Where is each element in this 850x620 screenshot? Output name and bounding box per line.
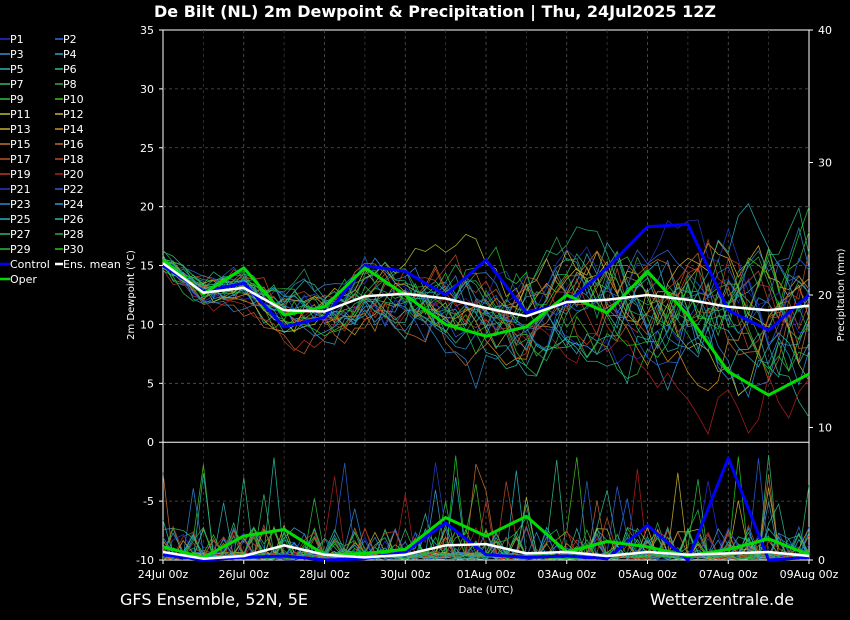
legend-label: P7 (10, 78, 24, 91)
legend-label: P15 (10, 138, 31, 151)
highlighted-series (162, 222, 810, 562)
legend-label: P19 (10, 168, 31, 181)
legend-label: P28 (63, 228, 84, 241)
x-tick-label: 24Jul 00z (138, 568, 189, 581)
legend-label: Oper (10, 273, 37, 286)
member-dewpoint-line (162, 261, 810, 362)
x-tick-label: 30Jul 00z (380, 568, 431, 581)
y-tick-label: 35 (140, 24, 154, 37)
legend-label: P11 (10, 108, 31, 121)
legend-label: P5 (10, 63, 24, 76)
member-dewpoint-line (162, 236, 810, 338)
member-dewpoint-line (162, 231, 810, 357)
y2-tick-label: 20 (818, 289, 832, 302)
legend-label: P14 (63, 123, 84, 136)
footer-source: Wetterzentrale.de (650, 590, 795, 609)
axes: Date (UTC) 2m Dewpoint (°C) Precipitatio… (126, 24, 847, 596)
member-dewpoint-line (162, 264, 810, 398)
legend-label: P4 (63, 48, 77, 61)
member-dewpoint-line (162, 257, 810, 359)
legend-label: P20 (63, 168, 84, 181)
x-tick-label: 28Jul 00z (299, 568, 350, 581)
legend-label: P6 (63, 63, 77, 76)
y-tick-label: 30 (140, 83, 154, 96)
y-tick-label: 20 (140, 201, 154, 214)
member-dewpoint-line (162, 202, 810, 355)
y2-tick-label: 30 (818, 157, 832, 170)
y-tick-label: 25 (140, 142, 154, 155)
member-precip-line (162, 455, 810, 561)
ens-mean-dewpoint-line (162, 262, 810, 318)
member-dewpoint-line (162, 250, 810, 355)
x-tick-label: 26Jul 00z (218, 568, 269, 581)
legend-label: P22 (63, 183, 84, 196)
legend-label: P29 (10, 243, 31, 256)
y-tick-label: 10 (140, 318, 154, 331)
legend-label: P25 (10, 213, 31, 226)
x-tick-label: 01Aug 00z (457, 568, 516, 581)
legend-label: P18 (63, 153, 84, 166)
legend-label: P12 (63, 108, 84, 121)
y2-tick-label: 10 (818, 422, 832, 435)
x-axis-label: Date (UTC) (459, 585, 514, 596)
x-tick-label: 09Aug 00z (780, 568, 839, 581)
x-tick-label: 05Aug 00z (618, 568, 677, 581)
legend-label: Ens. mean (63, 258, 121, 271)
legend-label: P27 (10, 228, 31, 241)
legend-label: P30 (63, 243, 84, 256)
y-tick-label: -5 (143, 495, 154, 508)
y-tick-label: 5 (147, 377, 154, 390)
y2-tick-label: 40 (818, 24, 832, 37)
legend-label: P24 (63, 198, 84, 211)
legend-label: P8 (63, 78, 77, 91)
legend-label: P1 (10, 33, 24, 46)
legend-label: P2 (63, 33, 77, 46)
control-dewpoint-line (162, 222, 810, 332)
member-dewpoint-line (162, 250, 810, 382)
chart-title: De Bilt (NL) 2m Dewpoint & Precipitation… (154, 2, 716, 21)
control-precip-line (162, 456, 810, 562)
footer-model-info: GFS Ensemble, 52N, 5E (120, 590, 308, 609)
legend-label: P23 (10, 198, 31, 211)
y-tick-label: 15 (140, 260, 154, 273)
ens-mean-precip-line (162, 542, 810, 560)
legend-label: Control (10, 258, 50, 271)
legend-label: P21 (10, 183, 31, 196)
legend-label: P16 (63, 138, 84, 151)
legend-label: P9 (10, 93, 24, 106)
member-dewpoint-line (162, 260, 810, 364)
x-tick-label: 07Aug 00z (699, 568, 758, 581)
legend-label: P13 (10, 123, 31, 136)
legend-label: P10 (63, 93, 84, 106)
y2-axis-label: Precipitation (mm) (836, 248, 847, 341)
x-tick-label: 03Aug 00z (537, 568, 596, 581)
member-dewpoint-line (162, 263, 810, 352)
legend-label: P17 (10, 153, 31, 166)
legend: P1 P2 P3 P4 P5 P6 P7 P8 P9 P10 P11 P12 P13 P14 P15 P16 P… (0, 33, 121, 286)
y-axis-label: 2m Dewpoint (°C) (126, 250, 137, 340)
member-precip-line (162, 457, 810, 561)
y-tick-label: -10 (136, 554, 154, 567)
y-tick-label: 0 (147, 436, 154, 449)
y2-tick-label: 0 (818, 554, 825, 567)
member-dewpoint-line (162, 233, 810, 396)
legend-label: P3 (10, 48, 24, 61)
oper-dewpoint-line (162, 258, 810, 397)
legend-label: P26 (63, 213, 84, 226)
